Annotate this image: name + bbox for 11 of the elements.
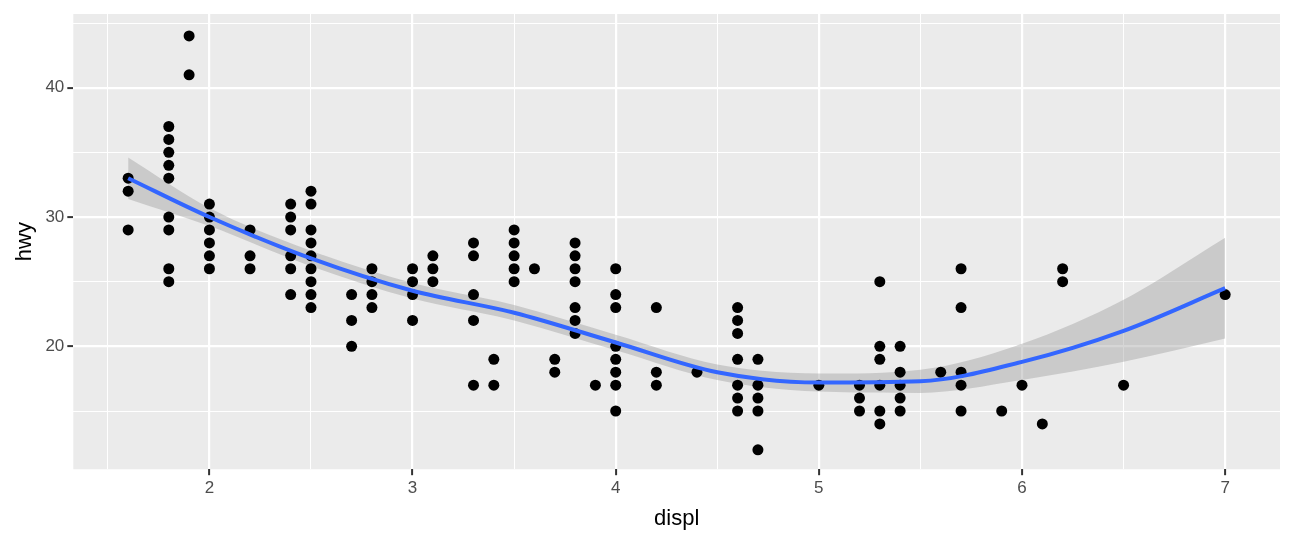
- x-tick-label: 7: [1220, 478, 1230, 498]
- y-tick-label: 30: [45, 206, 65, 226]
- x-tick-label: 6: [1017, 478, 1027, 498]
- x-axis-title: displ: [654, 504, 700, 530]
- x-tick-label: 5: [814, 478, 824, 498]
- x-tick-label: 4: [610, 478, 621, 498]
- y-axis-title: hwy: [11, 222, 37, 262]
- y-tick-label: 20: [45, 336, 65, 356]
- x-tick-label: 3: [407, 478, 418, 498]
- y-tick-label: 40: [45, 77, 65, 97]
- x-tick-label: 2: [204, 478, 215, 498]
